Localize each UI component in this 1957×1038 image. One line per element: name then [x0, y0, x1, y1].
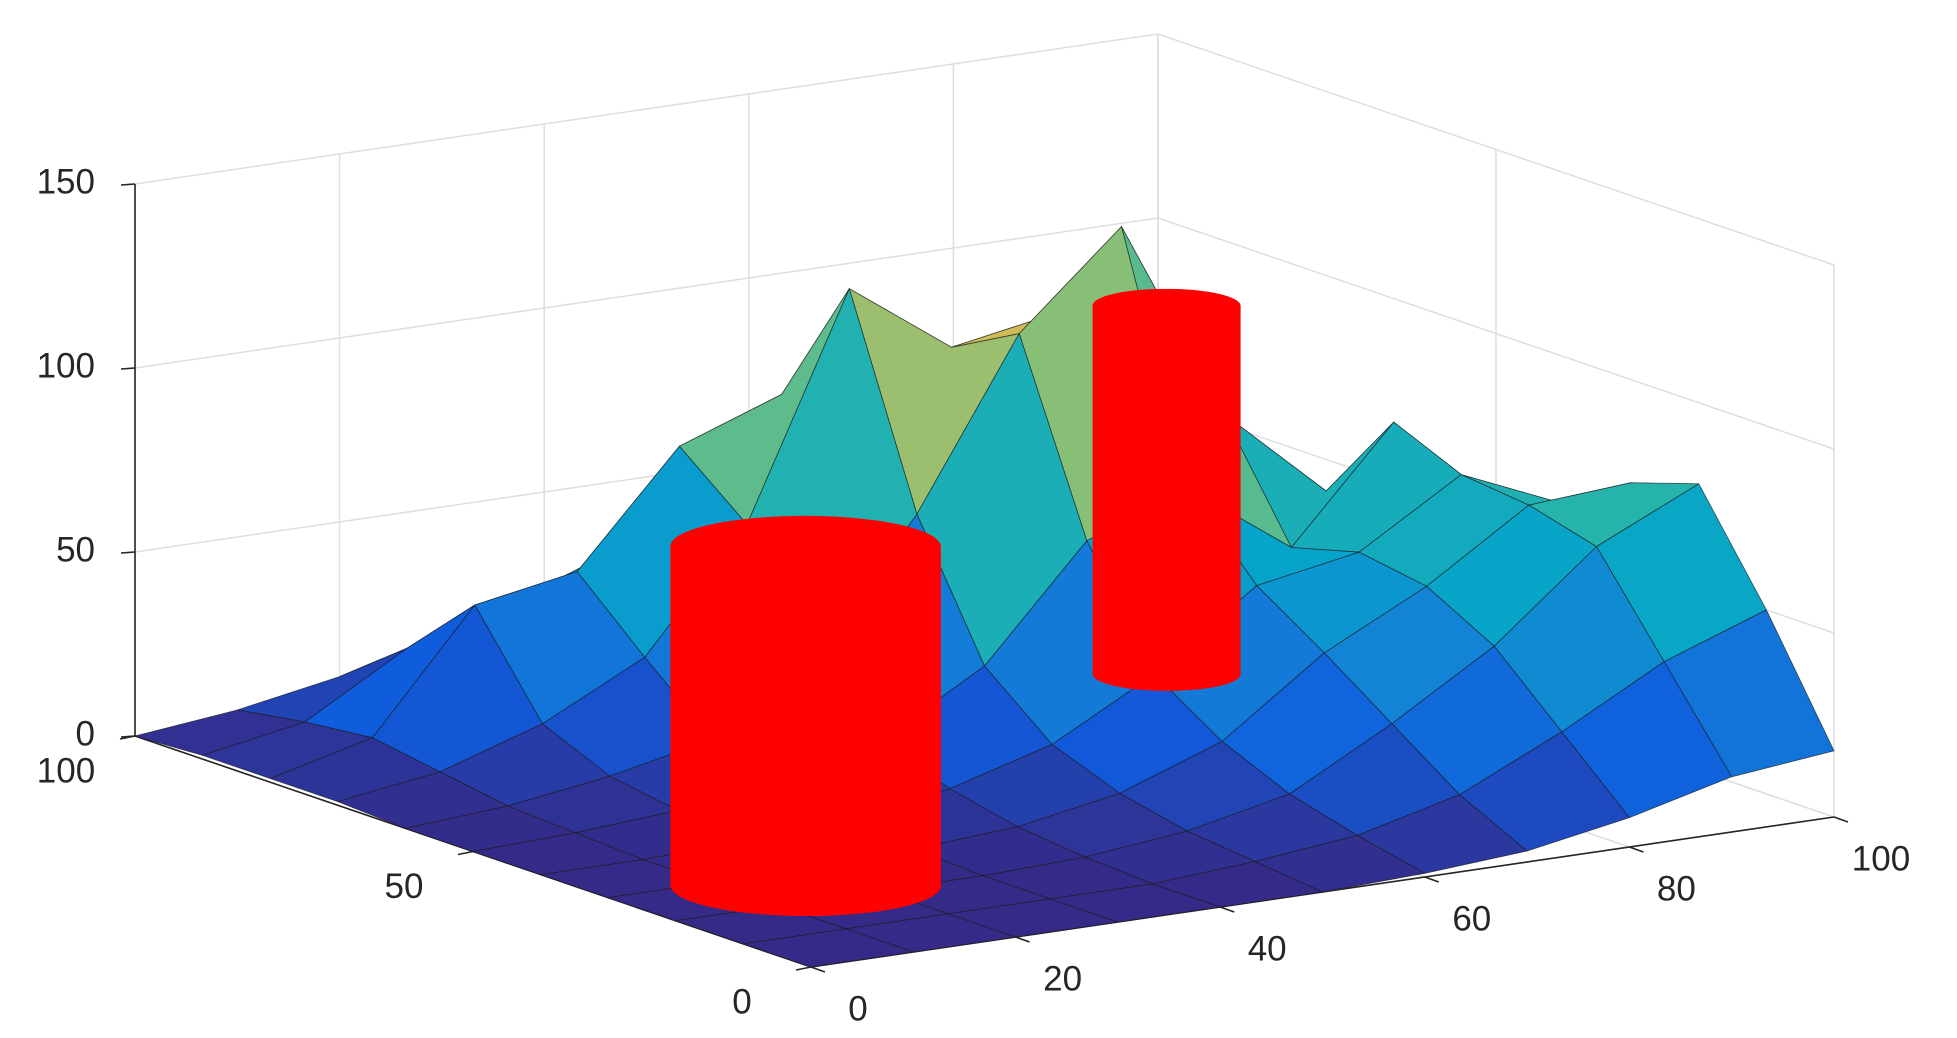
x-tick-label: 20 [1043, 959, 1082, 998]
x-tick [1833, 816, 1849, 823]
z-tick-label: 50 [56, 530, 95, 569]
x-tick [810, 966, 826, 973]
y-tick [795, 966, 812, 971]
z-tick [120, 367, 136, 370]
y-tick-label: 0 [732, 982, 751, 1021]
z-tick [120, 551, 136, 554]
cylinder-top [1092, 288, 1241, 323]
cylinder-side [1092, 304, 1241, 676]
z-tick-label: 100 [37, 346, 95, 385]
grid-line [134, 33, 1835, 266]
y-tick-label: 100 [37, 751, 95, 790]
x-tick [1015, 936, 1030, 943]
z-tick-label: 150 [37, 162, 95, 201]
x-tick-label: 80 [1657, 869, 1696, 908]
y-tick-label: 50 [385, 867, 424, 906]
x-tick [1424, 876, 1440, 883]
x-tick-label: 60 [1452, 899, 1491, 938]
x-tick-label: 0 [848, 989, 867, 1028]
z-tick [120, 735, 136, 738]
grid-line [134, 217, 1835, 450]
x-tick-label: 100 [1852, 839, 1910, 878]
x-tick-label: 40 [1248, 929, 1287, 968]
x-tick [1629, 846, 1644, 853]
z-tick-label: 0 [76, 714, 95, 753]
surface-patch [743, 928, 914, 968]
x-tick [1219, 906, 1235, 913]
y-tick [457, 850, 474, 856]
cylinder-side [670, 544, 941, 888]
cylinder-top [670, 515, 941, 578]
z-tick [120, 183, 136, 186]
